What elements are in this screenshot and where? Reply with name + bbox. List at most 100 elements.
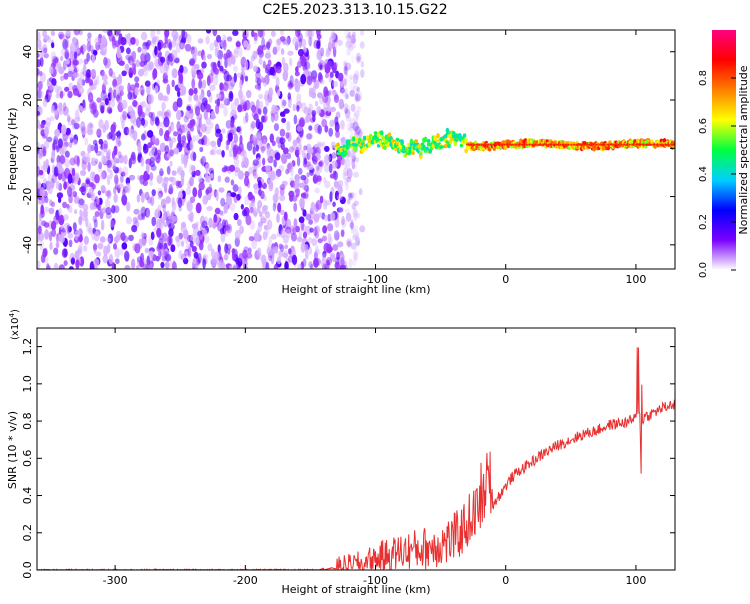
spectrogram-cell bbox=[130, 129, 135, 139]
spectrogram-cell bbox=[215, 128, 222, 134]
spectrogram-cell bbox=[356, 105, 362, 113]
spectrogram-cell bbox=[68, 239, 73, 248]
spectrogram-cell bbox=[49, 241, 53, 251]
snr-y-multiplier: (x104) bbox=[8, 309, 21, 340]
spectrogram-cell bbox=[245, 90, 252, 99]
spectrogram-cell bbox=[195, 202, 202, 214]
spectrogram-cell bbox=[158, 249, 162, 260]
spectrogram-cell bbox=[346, 176, 352, 183]
spectrogram-cell bbox=[134, 219, 139, 227]
spectrogram-cell bbox=[303, 106, 309, 115]
spectrogram-cell bbox=[352, 155, 356, 162]
spectrogram-cell bbox=[50, 30, 56, 37]
spectrogram-cell bbox=[191, 49, 197, 59]
spectrogram-cell bbox=[52, 58, 56, 68]
spectrogram-cell bbox=[276, 42, 281, 52]
spectrogram-cell bbox=[353, 225, 358, 231]
spectrogram-cell bbox=[395, 137, 400, 141]
spectrogram-cell bbox=[340, 229, 345, 238]
spectrogram-cell bbox=[346, 168, 353, 179]
spectrogram-cell bbox=[111, 38, 117, 49]
spectrogram-y-tick-label: 40 bbox=[21, 45, 34, 59]
spectrogram-cell bbox=[358, 188, 363, 196]
spectrogram-cell bbox=[459, 143, 464, 148]
spectrogram-cell bbox=[262, 204, 269, 211]
spectrogram-cell bbox=[296, 236, 303, 243]
spectrogram-cell bbox=[92, 215, 97, 223]
colorbar-ticks: 0.0 0.2 0.4 0.6 0.8 bbox=[698, 70, 736, 278]
spectrogram-cell bbox=[168, 125, 172, 134]
spectrogram-cell bbox=[109, 169, 113, 180]
spectrogram-cell bbox=[92, 200, 97, 210]
spectrogram-cell bbox=[444, 143, 448, 149]
spectrogram-cell bbox=[287, 92, 292, 100]
spectrogram-cell bbox=[359, 225, 366, 233]
spectrogram-cell bbox=[191, 169, 196, 178]
spectrogram-cell bbox=[69, 137, 74, 143]
spectrogram-cell bbox=[266, 246, 273, 256]
spectrogram-cell bbox=[152, 68, 158, 80]
spectrogram-cell bbox=[331, 89, 337, 96]
spectrogram-cell bbox=[95, 128, 102, 137]
spectrogram-cell bbox=[176, 90, 181, 98]
spectrogram-cell bbox=[274, 152, 281, 161]
spectrogram-cell bbox=[131, 224, 138, 233]
spectrogram-cell bbox=[171, 215, 178, 222]
spectrogram-cell bbox=[102, 254, 108, 264]
spectrogram-cell bbox=[146, 208, 150, 219]
spectrogram-cell bbox=[327, 103, 331, 113]
spectrogram-cell bbox=[344, 177, 349, 186]
spectrogram-cell bbox=[326, 155, 331, 162]
spectrogram-cell bbox=[509, 145, 514, 149]
spectrogram-cell bbox=[317, 125, 322, 135]
spectrogram-cell bbox=[62, 38, 68, 50]
spectrogram-cell bbox=[324, 125, 329, 133]
spectrogram-cell bbox=[345, 212, 352, 223]
spectrogram-cell bbox=[333, 94, 340, 104]
spectrogram-cell bbox=[345, 116, 352, 123]
spectrogram-cell bbox=[198, 241, 204, 251]
spectrogram-cell bbox=[319, 64, 323, 70]
spectrogram-cell bbox=[38, 169, 44, 176]
spectrogram-cell bbox=[65, 127, 71, 136]
spectrogram-cell bbox=[294, 39, 300, 51]
spectrogram-cell bbox=[222, 39, 227, 51]
snr-x-ticks: -300 -200 -100 0 100 bbox=[103, 328, 646, 587]
spectrogram-cell bbox=[137, 68, 145, 77]
spectrogram-cell bbox=[347, 241, 353, 249]
spectrogram-cell bbox=[147, 63, 153, 72]
spectrogram-cell bbox=[112, 165, 116, 172]
spectrogram-cell bbox=[196, 99, 201, 107]
spectrogram-cell bbox=[161, 181, 168, 189]
spectrogram-x-ticks: -300 -200 -100 0 100 bbox=[103, 30, 646, 286]
spectrogram-cell bbox=[116, 47, 122, 59]
spectrogram-cell bbox=[266, 42, 271, 51]
spectrogram-cell bbox=[198, 117, 202, 128]
spectrogram-cell bbox=[239, 225, 244, 235]
spectrogram-cell bbox=[201, 155, 207, 163]
spectrogram-cell bbox=[87, 144, 92, 154]
spectrogram-cell bbox=[95, 251, 102, 257]
snr-frame bbox=[36, 327, 676, 571]
spectrogram-cell bbox=[330, 211, 336, 222]
spectrogram-cell bbox=[107, 148, 111, 158]
spectrogram-cell bbox=[242, 150, 247, 159]
spectrogram-cell bbox=[225, 119, 232, 129]
spectrogram-cell bbox=[333, 62, 337, 73]
spectrogram-cell bbox=[67, 232, 74, 239]
spectrogram-cell bbox=[451, 131, 456, 135]
spectrogram-cell bbox=[111, 262, 116, 269]
spectrogram-cell bbox=[288, 161, 294, 172]
snr-series-line bbox=[37, 347, 675, 570]
spectrogram-cell bbox=[210, 67, 215, 77]
spectrogram-cell bbox=[73, 196, 80, 204]
spectrogram-cell bbox=[436, 139, 440, 143]
spectrogram-cell bbox=[153, 36, 157, 42]
spectrogram-cell bbox=[199, 146, 204, 153]
spectrogram-cell bbox=[311, 109, 317, 117]
spectrogram-cell bbox=[373, 131, 378, 135]
spectrogram-cell bbox=[224, 57, 228, 69]
spectrogram-cell bbox=[242, 115, 248, 125]
spectrogram-cell bbox=[222, 82, 229, 92]
